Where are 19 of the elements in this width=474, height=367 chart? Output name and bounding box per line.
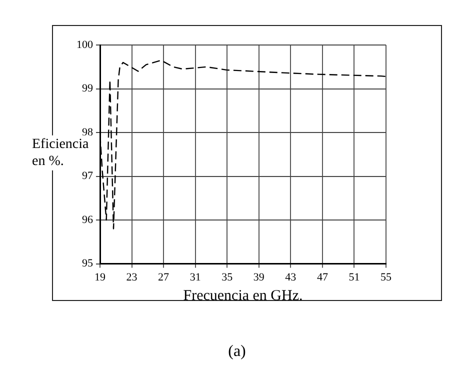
- y-tick-label: 96: [82, 214, 94, 226]
- x-tick-label: 27: [158, 271, 170, 284]
- x-tick-label: 31: [190, 271, 201, 284]
- x-tick-label: 51: [348, 271, 360, 284]
- y-tick-label: 95: [82, 258, 94, 270]
- y-tick-label: 97: [82, 170, 94, 182]
- x-tick-label: 35: [222, 271, 234, 284]
- x-tick-label: 19: [94, 271, 106, 284]
- x-tick-label: 43: [285, 271, 297, 284]
- y-tick-label: 99: [82, 82, 94, 95]
- y-axis-title: Eficiencia en %.: [32, 137, 90, 170]
- x-tick-label: 47: [316, 271, 328, 284]
- x-tick-label: 39: [253, 271, 265, 284]
- y-tick-label: 98: [82, 126, 94, 138]
- y-tick-label: 100: [76, 38, 94, 51]
- text: (a): [228, 343, 246, 360]
- x-axis-title: Frecuencia en GHz.: [183, 288, 303, 304]
- x-tick-label: 23: [126, 271, 138, 284]
- x-tick-label: 55: [380, 271, 392, 284]
